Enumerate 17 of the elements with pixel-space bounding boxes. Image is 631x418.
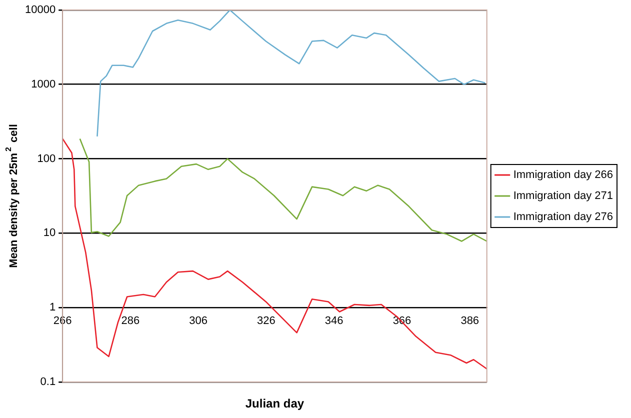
y-tick-label: 10 [43, 227, 56, 240]
x-tick-label: 306 [189, 315, 208, 328]
x-axis-title: Julian day [245, 396, 304, 410]
x-tick-label: 346 [324, 315, 344, 328]
y-tick-label: 10000 [24, 4, 56, 16]
y-tick-label: 1000 [31, 78, 56, 90]
y-tick-label: 100 [37, 152, 56, 165]
x-tick-label: 386 [460, 315, 480, 328]
x-tick-label: 266 [53, 315, 72, 328]
legend-label: Immigration day 271 [513, 190, 614, 202]
legend-label: Immigration day 276 [513, 211, 614, 224]
x-tick-label: 286 [121, 315, 140, 328]
y-tick-label: 1 [49, 302, 56, 314]
y-tick-label: 0.1 [40, 376, 56, 388]
x-tick-label: 326 [257, 315, 276, 328]
legend-label: Immigration day 266 [513, 169, 614, 182]
y-axis-title: Mean density per 25m2 cell [4, 124, 20, 268]
